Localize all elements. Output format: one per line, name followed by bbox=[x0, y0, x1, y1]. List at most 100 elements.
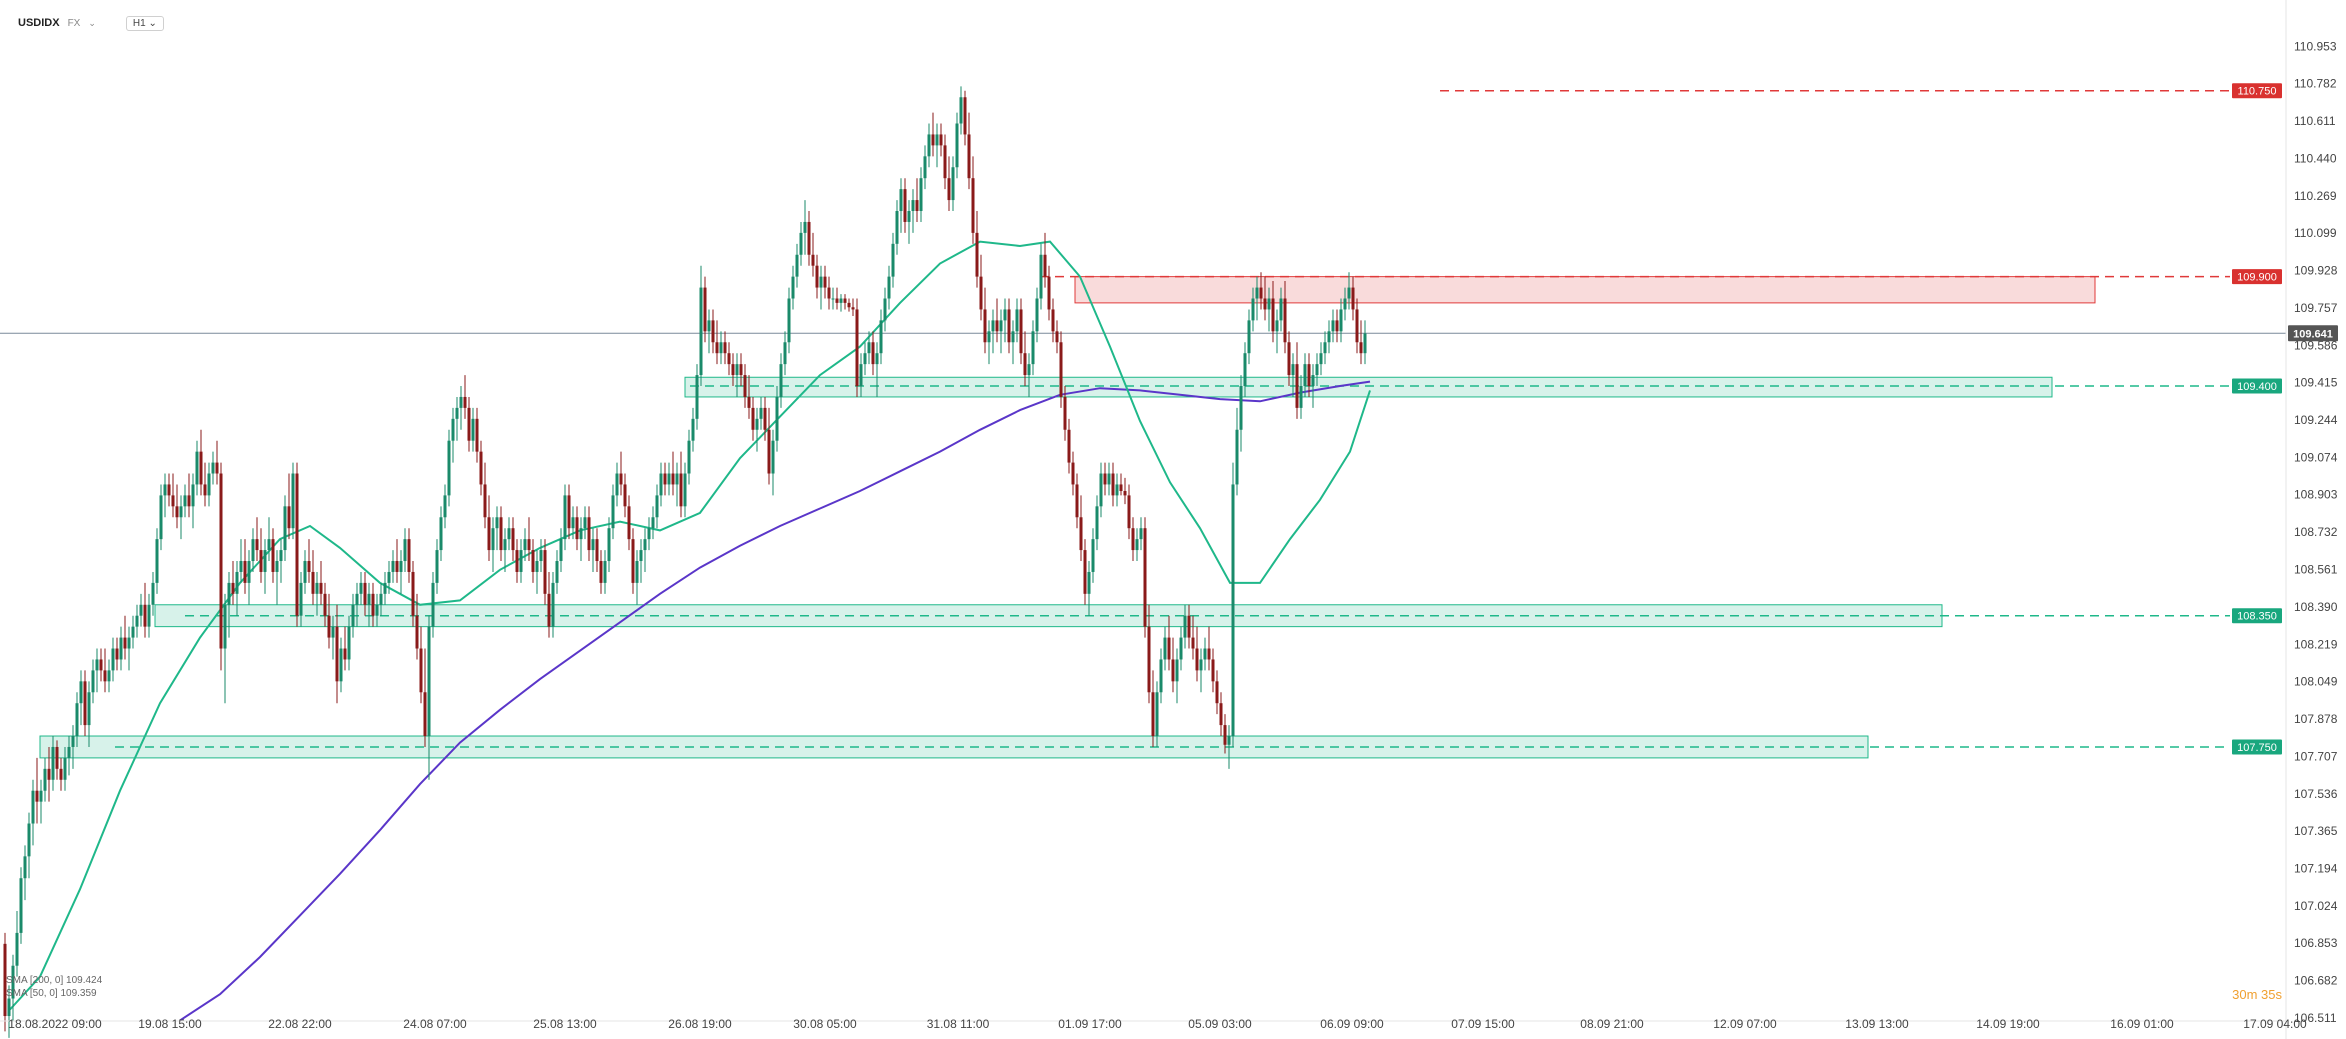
candle[interactable] bbox=[27, 812, 31, 879]
candle[interactable] bbox=[327, 593, 331, 649]
candle[interactable] bbox=[47, 746, 51, 802]
candle[interactable] bbox=[567, 484, 571, 540]
candle[interactable] bbox=[19, 867, 23, 944]
candle[interactable] bbox=[459, 386, 463, 430]
timeframe-selector[interactable]: H1 ⌄ bbox=[125, 15, 164, 31]
candle[interactable] bbox=[671, 451, 675, 496]
candle[interactable] bbox=[1035, 287, 1039, 343]
candle[interactable] bbox=[623, 473, 627, 518]
candle[interactable] bbox=[551, 571, 555, 638]
candle[interactable] bbox=[1091, 528, 1095, 583]
candle[interactable] bbox=[39, 779, 43, 824]
candle[interactable] bbox=[1339, 298, 1343, 343]
candle[interactable] bbox=[35, 757, 39, 824]
candle[interactable] bbox=[1295, 342, 1299, 419]
candle[interactable] bbox=[179, 495, 183, 540]
candle[interactable] bbox=[159, 484, 163, 551]
candle[interactable] bbox=[1275, 309, 1279, 354]
candle[interactable] bbox=[1063, 386, 1067, 441]
candle[interactable] bbox=[1075, 473, 1079, 529]
candle[interactable] bbox=[1099, 462, 1103, 518]
candle[interactable] bbox=[1323, 331, 1327, 365]
candle[interactable] bbox=[851, 298, 855, 317]
candle[interactable] bbox=[443, 484, 447, 529]
candle[interactable] bbox=[831, 287, 835, 310]
candle[interactable] bbox=[371, 582, 375, 627]
candle[interactable] bbox=[1127, 484, 1131, 540]
candle[interactable] bbox=[979, 254, 983, 321]
candle[interactable] bbox=[611, 484, 615, 540]
candle[interactable] bbox=[1015, 298, 1019, 343]
candle[interactable] bbox=[1319, 342, 1323, 376]
candle[interactable] bbox=[987, 320, 991, 365]
candle[interactable] bbox=[827, 276, 831, 310]
resistance-zone[interactable] bbox=[1074, 276, 2096, 304]
candle[interactable] bbox=[1259, 272, 1263, 310]
candle[interactable] bbox=[719, 331, 723, 365]
candle[interactable] bbox=[1327, 320, 1331, 354]
candle[interactable] bbox=[563, 484, 567, 551]
candle[interactable] bbox=[899, 178, 903, 233]
candle[interactable] bbox=[1159, 648, 1163, 704]
candle[interactable] bbox=[771, 429, 775, 496]
candle[interactable] bbox=[795, 243, 799, 288]
candle[interactable] bbox=[779, 353, 783, 408]
candle[interactable] bbox=[1171, 637, 1175, 693]
candle[interactable] bbox=[295, 462, 299, 627]
candle[interactable] bbox=[387, 561, 391, 594]
candle[interactable] bbox=[1087, 561, 1091, 616]
candle[interactable] bbox=[455, 396, 459, 441]
candle[interactable] bbox=[1239, 375, 1243, 452]
candle[interactable] bbox=[487, 495, 491, 562]
candle[interactable] bbox=[195, 440, 199, 496]
candle[interactable] bbox=[167, 473, 171, 507]
candle[interactable] bbox=[835, 287, 839, 310]
candle[interactable] bbox=[679, 451, 683, 518]
candle[interactable] bbox=[735, 353, 739, 397]
candle[interactable] bbox=[859, 353, 863, 397]
candle[interactable] bbox=[1315, 353, 1319, 387]
candle[interactable] bbox=[427, 615, 431, 780]
candle[interactable] bbox=[267, 517, 271, 562]
candle[interactable] bbox=[1267, 287, 1271, 332]
candle[interactable] bbox=[1303, 353, 1307, 397]
candle[interactable] bbox=[667, 462, 671, 496]
candle[interactable] bbox=[335, 604, 339, 704]
candle[interactable] bbox=[959, 86, 963, 135]
candle[interactable] bbox=[1023, 331, 1027, 387]
candle[interactable] bbox=[423, 648, 427, 747]
candle[interactable] bbox=[67, 736, 71, 776]
candle[interactable] bbox=[191, 473, 195, 529]
candle[interactable] bbox=[363, 571, 367, 616]
candle[interactable] bbox=[415, 593, 419, 660]
candle[interactable] bbox=[1147, 604, 1151, 704]
chevron-down-icon[interactable]: ⌄ bbox=[88, 17, 96, 28]
candle[interactable] bbox=[1167, 615, 1171, 671]
candle[interactable] bbox=[655, 484, 659, 529]
candle[interactable] bbox=[1343, 287, 1347, 321]
candle[interactable] bbox=[251, 528, 255, 572]
candle[interactable] bbox=[395, 539, 399, 583]
candle[interactable] bbox=[1263, 276, 1267, 321]
candle[interactable] bbox=[175, 484, 179, 529]
candle[interactable] bbox=[419, 626, 423, 704]
candle[interactable] bbox=[1211, 648, 1215, 693]
candle[interactable] bbox=[843, 294, 847, 310]
candle[interactable] bbox=[895, 200, 899, 255]
candle[interactable] bbox=[643, 528, 647, 572]
candle[interactable] bbox=[355, 582, 359, 627]
candle[interactable] bbox=[931, 112, 935, 157]
candle[interactable] bbox=[407, 528, 411, 583]
candle[interactable] bbox=[715, 320, 719, 365]
candle[interactable] bbox=[1047, 265, 1051, 321]
candle[interactable] bbox=[807, 211, 811, 266]
candle[interactable] bbox=[755, 407, 759, 452]
candle[interactable] bbox=[967, 112, 971, 190]
candle[interactable] bbox=[223, 593, 227, 704]
candle[interactable] bbox=[79, 670, 83, 726]
candle[interactable] bbox=[823, 265, 827, 299]
candle[interactable] bbox=[683, 462, 687, 518]
candle[interactable] bbox=[291, 462, 295, 540]
candle[interactable] bbox=[883, 287, 887, 332]
candle[interactable] bbox=[603, 550, 607, 594]
